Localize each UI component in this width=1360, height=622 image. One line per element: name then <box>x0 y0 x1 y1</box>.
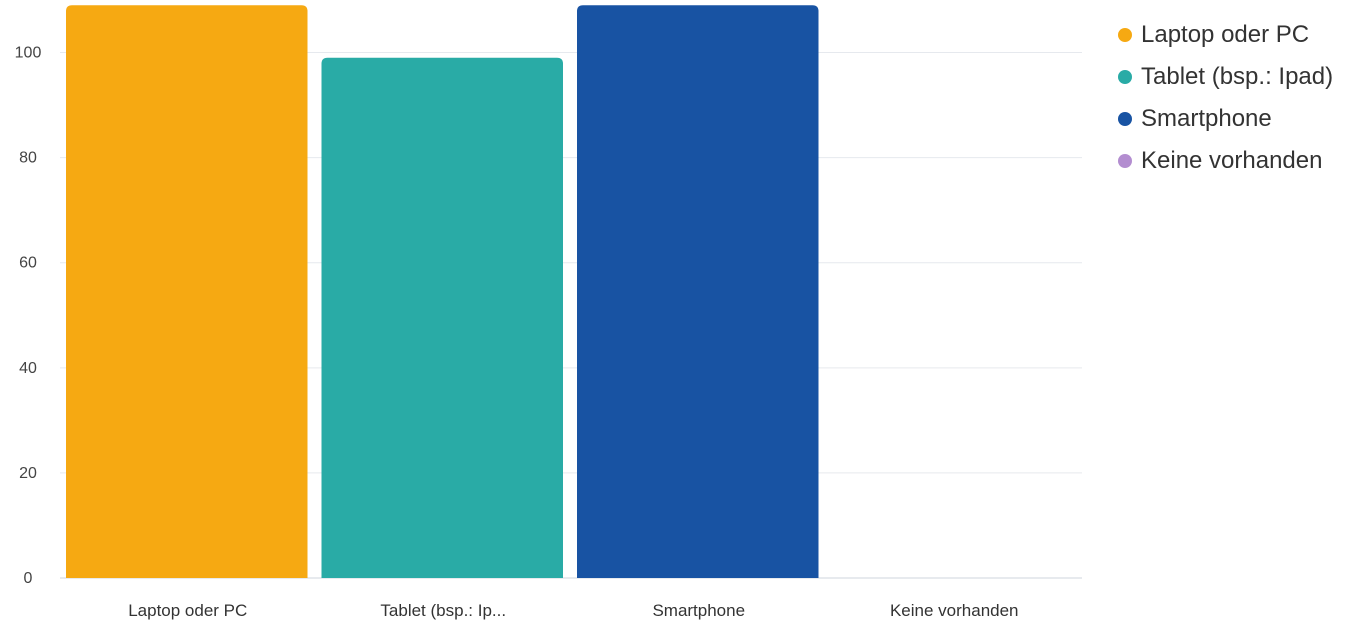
legend-item[interactable]: Keine vorhanden <box>1118 140 1333 182</box>
x-axis-labels: Laptop oder PC Tablet (bsp.: Ip... Smartph… <box>128 601 1018 620</box>
legend-label: Laptop oder PC <box>1141 21 1310 48</box>
y-tick-label: 0 <box>24 570 33 587</box>
y-tick-label: 40 <box>19 360 37 377</box>
x-category-label: Laptop oder PC <box>128 601 247 620</box>
y-tick-label: 60 <box>19 255 37 272</box>
bar[interactable] <box>577 5 819 579</box>
legend-dot-icon <box>1118 28 1132 42</box>
x-category-label: Keine vorhanden <box>890 601 1019 620</box>
y-tick-label: 100 <box>15 45 42 62</box>
legend-label: Smartphone <box>1141 105 1272 132</box>
bars <box>66 5 819 579</box>
bar[interactable] <box>321 57 564 579</box>
y-tick-label: 20 <box>19 465 37 482</box>
x-category-label: Tablet (bsp.: Ip... <box>380 601 506 620</box>
legend: Laptop oder PC Tablet (bsp.: Ipad) Smartph… <box>1118 14 1333 182</box>
legend-dot-icon <box>1118 112 1132 126</box>
legend-dot-icon <box>1118 70 1132 84</box>
x-category-label: Smartphone <box>652 601 745 620</box>
legend-item[interactable]: Laptop oder PC <box>1118 14 1333 56</box>
y-tick-label: 80 <box>19 150 37 167</box>
bar[interactable] <box>66 5 308 579</box>
legend-item[interactable]: Tablet (bsp.: Ipad) <box>1118 56 1333 98</box>
legend-item[interactable]: Smartphone <box>1118 98 1333 140</box>
legend-label: Keine vorhanden <box>1141 147 1323 174</box>
legend-dot-icon <box>1118 154 1132 168</box>
legend-label: Tablet (bsp.: Ipad) <box>1141 63 1334 90</box>
y-axis-ticks: 0 20 40 60 80 100 <box>15 45 42 587</box>
